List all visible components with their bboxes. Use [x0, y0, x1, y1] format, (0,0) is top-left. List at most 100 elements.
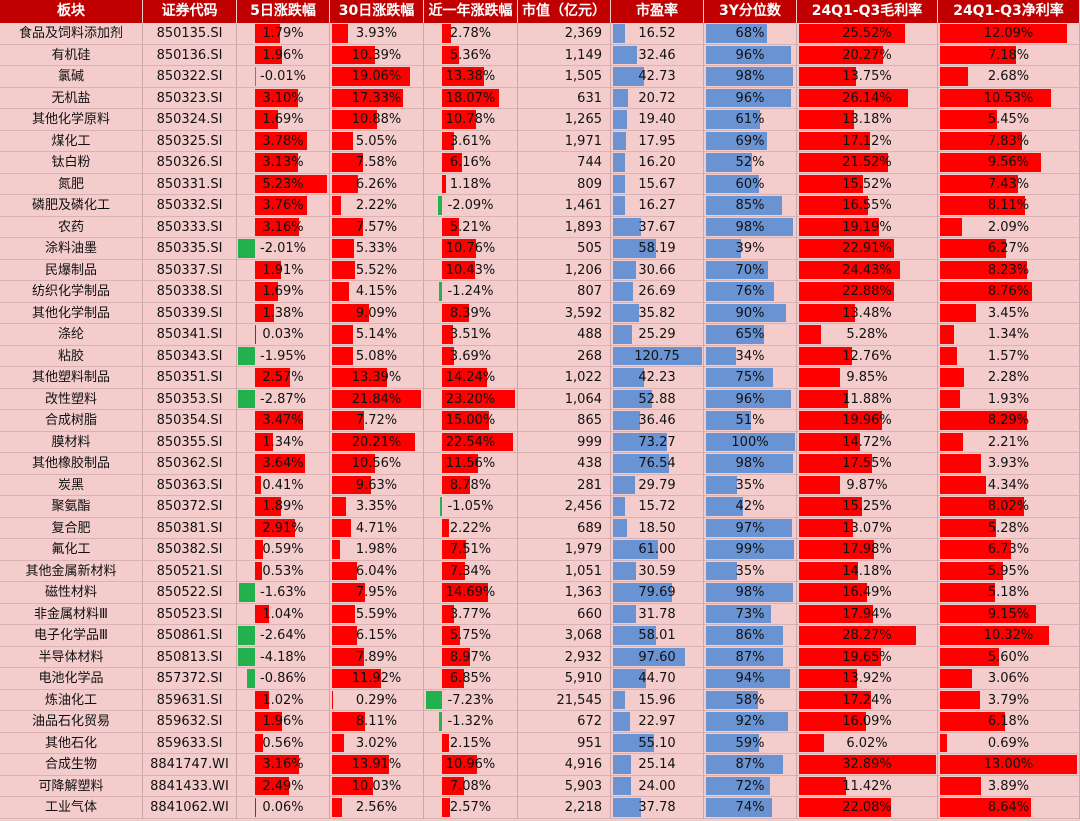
net-margin: 5.28% — [987, 520, 1030, 536]
chg-1y-cell: -1.24% — [424, 281, 518, 303]
pe-3y-percentile-bar — [706, 561, 738, 580]
chg-5d-bar — [255, 196, 307, 215]
chg-30d: 2.56% — [355, 800, 398, 815]
chg-5d-bar — [255, 497, 282, 516]
pe-ratio: 97.60 — [638, 649, 676, 665]
security-code-cell: 850861.SI — [143, 625, 237, 647]
chg-30d-cell: 4.71% — [330, 517, 424, 539]
sector-name: 无机盐 — [51, 90, 91, 106]
pe-3y-percentile-bar — [706, 497, 744, 516]
pe-ratio: 42.23 — [638, 370, 676, 385]
net-margin: 2.28% — [987, 370, 1030, 385]
chg-30d-bar — [332, 518, 352, 537]
net-margin-bar — [940, 755, 1077, 774]
pe-ratio-bar — [613, 196, 625, 215]
sector-name-cell: 煤化工 — [0, 130, 143, 152]
pe-ratio: 58.01 — [638, 628, 676, 643]
gross-margin: 24.43% — [842, 262, 892, 278]
chg-30d-cell: 10.03% — [330, 775, 424, 797]
gross-margin-bar — [799, 217, 879, 236]
pe-ratio: 31.78 — [638, 606, 676, 622]
gross-margin-cell: 5.28% — [797, 324, 938, 346]
pe-3y-percentile-cell: 94% — [704, 668, 797, 690]
pe-3y-percentile: 76% — [735, 284, 765, 299]
gross-margin-bar — [799, 583, 868, 602]
pe-ratio-bar — [613, 776, 631, 795]
header-code: 证券代码 — [143, 0, 237, 23]
net-margin: 5.18% — [987, 585, 1030, 600]
market-cap-cell: 281 — [518, 474, 611, 496]
pe-3y-percentile-cell: 59% — [704, 732, 797, 754]
chg-5d-cell: -1.63% — [237, 582, 330, 604]
pe-3y-percentile-bar — [706, 131, 768, 150]
chg-30d: 9.63% — [355, 477, 398, 493]
chg-30d-cell: 20.21% — [330, 431, 424, 453]
pe-3y-percentile: 35% — [735, 477, 765, 493]
chg-1y-cell: 2.22% — [424, 517, 518, 539]
chg-5d-cell: 3.10% — [237, 87, 330, 109]
pe-ratio: 35.82 — [638, 305, 676, 321]
gross-margin: 14.18% — [842, 563, 892, 579]
pe-ratio-bar — [613, 67, 645, 86]
pe-ratio-cell: 15.72 — [611, 496, 704, 518]
sector-name-cell: 炼油化工 — [0, 689, 143, 711]
chg-1y-cell: 8.39% — [424, 302, 518, 324]
chg-1y-cell: 5.36% — [424, 44, 518, 66]
chg-30d-cell: 13.39% — [330, 367, 424, 389]
chg-30d: 21.84% — [351, 391, 402, 407]
net-margin-cell: 8.76% — [938, 281, 1080, 303]
pe-ratio-bar — [613, 604, 637, 623]
chg-1y-cell: 22.54% — [424, 431, 518, 453]
pe-3y-percentile: 51% — [735, 413, 765, 428]
sector-name-cell: 钛白粉 — [0, 152, 143, 174]
security-code-cell: 850381.SI — [143, 517, 237, 539]
net-margin-cell: 3.89% — [938, 775, 1080, 797]
chg-5d: 3.76% — [262, 198, 304, 213]
pe-3y-percentile-cell: 85% — [704, 195, 797, 217]
market-cap: 2,369 — [564, 26, 602, 41]
net-margin-bar — [940, 518, 996, 537]
pe-3y-percentile-cell: 100% — [704, 431, 797, 453]
net-margin-bar — [940, 217, 963, 236]
pe-3y-percentile: 96% — [735, 47, 765, 63]
market-cap-cell: 1,022 — [518, 367, 611, 389]
market-cap: 1,051 — [564, 563, 602, 579]
chg-1y-cell: 23.20% — [424, 388, 518, 410]
chg-1y-cell: 3.61% — [424, 130, 518, 152]
pe-ratio-cell: 55.10 — [611, 732, 704, 754]
net-margin-bar — [940, 776, 981, 795]
pe-ratio-cell: 97.60 — [611, 646, 704, 668]
pe-3y-percentile: 97% — [735, 520, 765, 536]
gross-margin-cell: 6.02% — [797, 732, 938, 754]
security-code-cell: 8841747.WI — [143, 754, 237, 776]
pe-3y-percentile: 86% — [735, 628, 765, 643]
sector-name: 钛白粉 — [51, 155, 91, 170]
market-cap: 1,461 — [564, 198, 602, 213]
pe-3y-percentile-cell: 73% — [704, 603, 797, 625]
chg-1y-cell: 3.51% — [424, 324, 518, 346]
pe-ratio-cell: 31.78 — [611, 603, 704, 625]
net-margin-cell: 5.28% — [938, 517, 1080, 539]
chg-5d-cell: 3.64% — [237, 453, 330, 475]
chg-30d-cell: 0.29% — [330, 689, 424, 711]
gross-margin-cell: 16.49% — [797, 582, 938, 604]
pe-3y-percentile-cell: 35% — [704, 474, 797, 496]
net-margin: 3.79% — [987, 692, 1030, 708]
chg-30d-bar — [332, 604, 355, 623]
market-cap: 1,206 — [564, 262, 602, 278]
pe-ratio-bar — [613, 346, 702, 365]
pe-3y-percentile-bar — [706, 690, 758, 709]
chg-30d-cell: 9.09% — [330, 302, 424, 324]
pe-ratio: 15.72 — [638, 499, 676, 514]
market-cap: 672 — [577, 714, 602, 729]
chg-5d-cell: 0.53% — [237, 560, 330, 582]
market-cap-cell: 1,363 — [518, 582, 611, 604]
market-cap: 1,149 — [564, 47, 602, 63]
market-cap-cell: 5,910 — [518, 668, 611, 690]
chg-1y-cell: 14.24% — [424, 367, 518, 389]
security-code: 850354.SI — [156, 413, 223, 428]
market-cap-cell: 3,068 — [518, 625, 611, 647]
security-code: 850322.SI — [156, 69, 223, 84]
net-margin-cell: 0.69% — [938, 732, 1080, 754]
chg-5d-cell: -4.18% — [237, 646, 330, 668]
